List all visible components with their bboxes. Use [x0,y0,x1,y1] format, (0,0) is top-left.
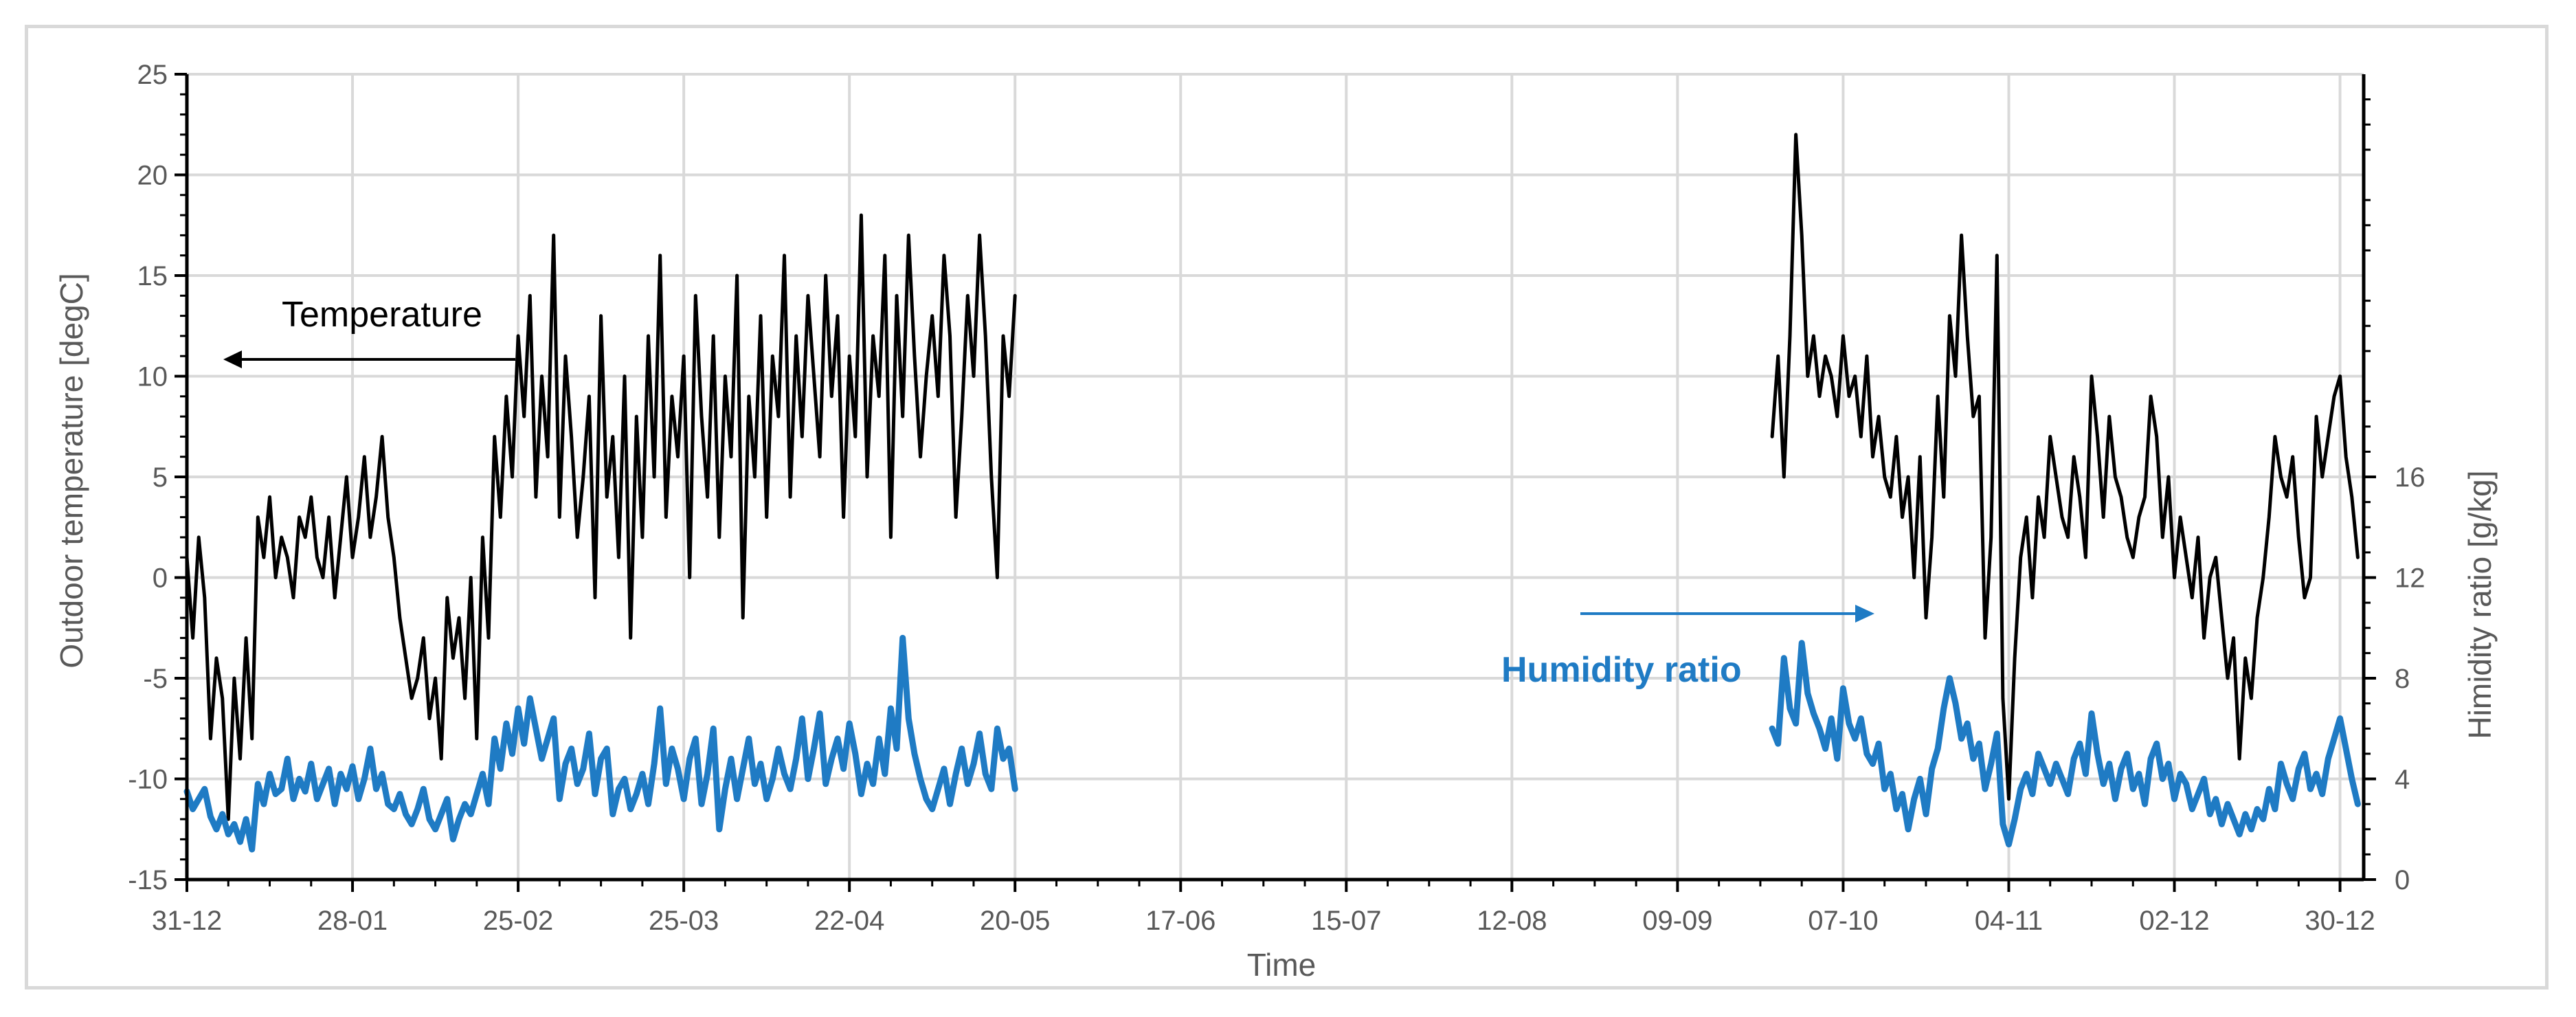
x-tick-label: 17-06 [1145,906,1216,936]
humidity-annotation: Humidity ratio [1501,605,1874,690]
x-tick-label: 07-10 [1808,906,1878,936]
x-tick-label: 25-03 [649,906,719,936]
x-tick-label: 02-12 [2139,906,2209,936]
y2-tick-label: 0 [2395,865,2410,895]
y-tick-label: 5 [153,462,168,493]
y2-tick-label: 4 [2395,765,2410,795]
y-tick-label: 10 [137,362,168,392]
y-tick-label: 15 [137,261,168,291]
y-tick-label: 25 [137,60,168,90]
x-tick-label: 15-07 [1311,906,1381,936]
humidity-annotation-arrowhead [1855,605,1874,623]
x-axis-title: Time [1247,947,1317,983]
temperature-annotation: Temperature [223,295,515,368]
temperature-annotation-label: Temperature [282,295,482,335]
humidity-annotation-label: Humidity ratio [1501,650,1742,690]
x-tick-label: 25-02 [483,906,553,936]
x-tick-label: 20-05 [980,906,1050,936]
y-axis-title-right: Himidity ratio [g/kg] [2462,470,2498,739]
y-tick-label: -15 [128,865,168,895]
temperature-annotation-arrowhead [223,350,242,368]
chart-frame [25,25,2549,990]
y-tick-label: -5 [143,664,168,694]
y2-tick-label: 16 [2395,462,2426,493]
x-tick-label: 31-12 [152,906,222,936]
y-tick-label: 0 [153,563,168,594]
series-layer [183,133,2361,853]
x-tick-label: 22-04 [814,906,884,936]
y-tick-label: 20 [137,161,168,191]
x-tick-label: 09-09 [1642,906,1712,936]
temperature-series-line [185,213,1017,821]
temperature-series-line [1770,133,2360,801]
x-tick-label: 28-01 [317,906,388,936]
x-tick-label: 30-12 [2305,906,2375,936]
x-tick-label: 12-08 [1477,906,1547,936]
labels-layer: 31-12 28-01 25-02 25-03 22-04 20-05 17-06 15-07… [128,60,2425,936]
y-axis-title-left: Outdoor temperature [degC] [54,273,89,668]
y2-tick-label: 12 [2395,563,2426,594]
y-tick-label: -10 [128,765,168,795]
humidity-series-line [183,634,1018,853]
x-tick-label: 04-11 [1975,906,2043,936]
humidity-series-line [1769,640,2361,848]
y2-tick-label: 8 [2395,664,2410,694]
axes-layer [175,73,2376,892]
